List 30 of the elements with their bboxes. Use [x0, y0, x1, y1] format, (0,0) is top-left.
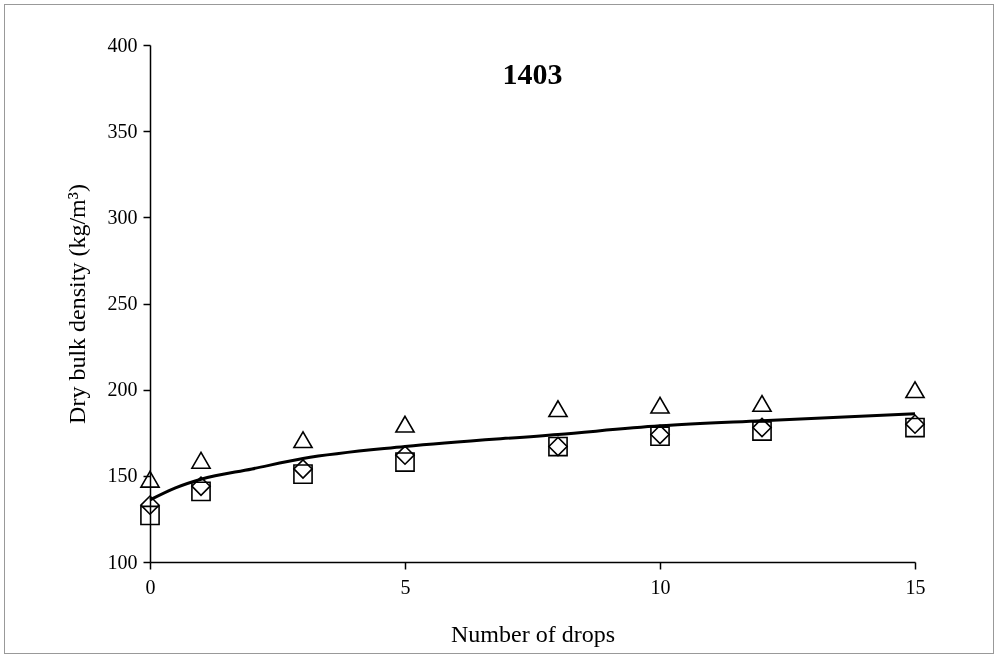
- point: [548, 399, 568, 418]
- point: [650, 396, 670, 414]
- point: [395, 415, 415, 433]
- x-tick-label: 0: [145, 575, 156, 598]
- point: [140, 470, 160, 488]
- x-tick-label: 15: [905, 575, 926, 598]
- y-tick-label: 150: [107, 464, 138, 487]
- y-tick-label: 250: [107, 292, 138, 314]
- point: [293, 464, 313, 484]
- y-axis-title: Dry bulk density (kg/m³): [63, 184, 90, 424]
- point: [293, 430, 313, 449]
- x-tick-label: 5: [400, 575, 411, 598]
- point: [140, 495, 160, 516]
- point: [191, 481, 211, 502]
- y-tick-label: 350: [107, 119, 138, 142]
- point: [293, 459, 313, 479]
- y-tick-label: 400: [107, 33, 138, 56]
- point: [905, 381, 925, 399]
- point: [395, 445, 415, 466]
- chart-title: 1403: [502, 57, 563, 90]
- point: [191, 476, 211, 497]
- y-tick-label: 100: [107, 550, 138, 573]
- point: [140, 505, 160, 526]
- y-tick-label: 300: [107, 205, 138, 228]
- y-tick-label: 200: [107, 378, 138, 401]
- x-axis-title: Number of drops: [451, 620, 615, 647]
- point: [191, 451, 211, 469]
- point: [752, 394, 772, 413]
- point: [395, 452, 415, 472]
- x-tick-label: 10: [650, 575, 671, 598]
